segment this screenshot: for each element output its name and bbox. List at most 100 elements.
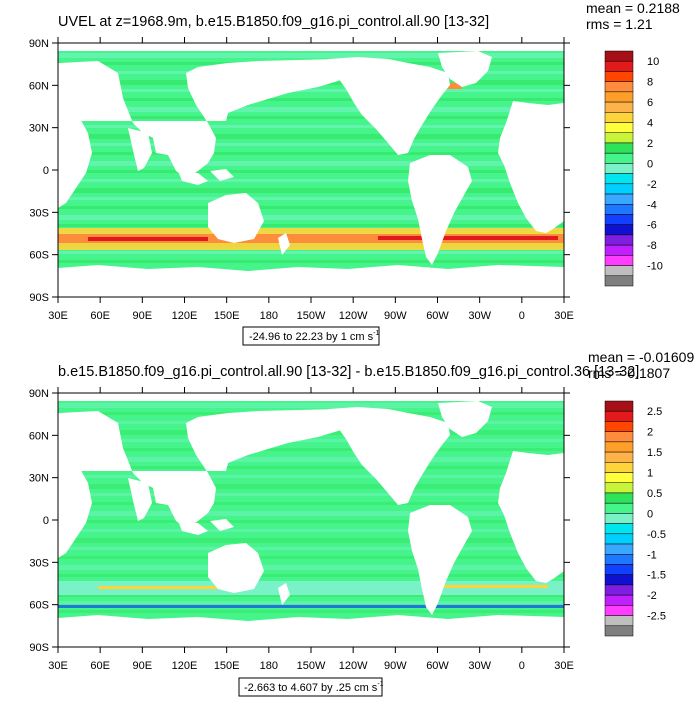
colorbar-swatch: [604, 244, 634, 256]
colorbar-swatch: [604, 204, 634, 215]
panel-2-colorbar: 2.5 2 1.5 1 0.5 0 -0.5 -1 -1.5 -2 -2.5: [604, 400, 666, 637]
panel-2-title: b.e15.B1850.f09_g16.pi_control.all.90 [1…: [58, 364, 639, 380]
colorbar-swatch: [604, 564, 634, 575]
lon-label: 150W: [297, 310, 326, 322]
colorbar-label: 2.5: [647, 406, 662, 418]
colorbar-swatch: [604, 224, 634, 236]
colorbar-swatch: [604, 122, 634, 133]
colorbar-label: 0: [647, 158, 653, 170]
colorbar-swatch: [604, 482, 634, 494]
lat-label: 90S: [29, 292, 49, 304]
colorbar-swatch: [604, 91, 634, 103]
colorbar-swatch: [604, 152, 634, 164]
colorbar-swatch: [604, 234, 634, 246]
panel-1-lon-labels: 30E 60E 90E 120E 150E 180 150W 120W 90W 60W 30W 0 30…: [48, 310, 574, 322]
svg-text:-24.96 to 22.23 by 1 cm s-1: -24.96 to 22.23 by 1 cm s-1: [249, 330, 379, 343]
lat-label: 0: [43, 165, 49, 177]
lon-label: 60E: [90, 660, 110, 672]
lon-label: 30W: [468, 310, 491, 322]
panel-2-range-box: -2.663 to 4.607 by .25 cm s-1: [238, 677, 384, 697]
lat-label: 90N: [29, 388, 49, 400]
colorbar-swatch: [604, 173, 634, 185]
lon-label: 0: [519, 310, 525, 322]
colorbar-swatch: [604, 400, 634, 412]
colorbar-swatch: [604, 574, 634, 586]
colorbar-label: 1.5: [647, 447, 662, 459]
panel-2-mean: mean = -0.01609: [588, 349, 694, 365]
colorbar-label: 0: [647, 508, 653, 520]
panel-2-ticks: [52, 387, 570, 653]
lat-label: 90S: [29, 642, 49, 654]
lat-label: 90N: [29, 38, 49, 50]
panel-1-title: UVEL at z=1968.9m, b.e15.B1850.f09_g16.p…: [58, 14, 489, 30]
svg-text:-2.663 to 4.607 by .25 cm s-1: -2.663 to 4.607 by .25 cm s-1: [244, 681, 384, 694]
lat-label: 30N: [29, 123, 49, 135]
lon-label: 150W: [297, 660, 326, 672]
panel-1-lat-labels: 90N 60N 30N 0 30S 60S 90S: [29, 38, 49, 304]
panel-2-range-sup: -1: [377, 681, 383, 688]
lon-label: 30E: [554, 310, 574, 322]
colorbar-swatch: [604, 265, 634, 277]
colorbar-swatch: [604, 410, 634, 422]
lon-label: 90W: [384, 310, 407, 322]
lon-label: 60W: [426, 310, 449, 322]
colorbar-swatch: [604, 112, 634, 123]
colorbar-swatch: [604, 451, 634, 463]
colorbar-swatch: [604, 163, 634, 174]
colorbar-swatch: [604, 255, 634, 266]
colorbar-label: -1.5: [647, 570, 666, 582]
colorbar-label: 1: [647, 468, 653, 480]
lon-label: 150E: [214, 310, 240, 322]
lat-label: 30S: [29, 207, 49, 219]
colorbar-label: 0.5: [647, 488, 662, 500]
colorbar-label: 6: [647, 97, 653, 109]
colorbar-label: -6: [647, 220, 657, 232]
panel-2-land: [58, 393, 564, 647]
lon-label: 30E: [554, 660, 574, 672]
lat-label: 60S: [29, 600, 49, 612]
colorbar-swatch: [604, 543, 634, 555]
colorbar-swatch: [604, 421, 634, 432]
panel-2-range-text: -2.663 to 4.607 by .25 cm s: [244, 682, 378, 694]
lon-label: 30E: [48, 660, 68, 672]
panel-1-land: [58, 43, 564, 297]
colorbar-swatch: [604, 605, 634, 616]
lon-label: 180: [260, 660, 278, 672]
panel-2-lat-labels: 90N 60N 30N 0 30S 60S 90S: [29, 388, 49, 654]
colorbar-swatch: [604, 183, 634, 195]
colorbar-swatch: [604, 81, 634, 93]
colorbar-swatch: [604, 132, 634, 144]
colorbar-swatch: [604, 594, 634, 606]
colorbar-label: 8: [647, 77, 653, 89]
lat-label: 30N: [29, 473, 49, 485]
lon-label: 120W: [339, 310, 368, 322]
colorbar-swatch: [604, 523, 634, 535]
colorbar-swatch: [604, 462, 634, 473]
colorbar-swatch: [604, 431, 634, 443]
panel-1-colorbar: 10 8 6 4 2 0 -2 -4 -6 -8 -10: [604, 50, 663, 287]
colorbar-label: 2: [647, 138, 653, 150]
colorbar-swatch: [604, 441, 634, 453]
colorbar-label: -4: [647, 199, 657, 211]
colorbar-swatch: [604, 554, 634, 565]
colorbar-swatch: [604, 101, 634, 113]
lon-label: 90E: [133, 660, 153, 672]
colorbar-swatch: [604, 193, 634, 205]
colorbar-label: -0.5: [647, 529, 666, 541]
lon-label: 120E: [172, 310, 198, 322]
colorbar-swatch: [604, 71, 634, 82]
lon-label: 30W: [468, 660, 491, 672]
colorbar-swatch: [604, 275, 634, 287]
colorbar-label: -1: [647, 549, 657, 561]
colorbar-swatch: [604, 142, 634, 154]
colorbar-label: -2: [647, 179, 657, 191]
panel-2-rms: rms = 0.1807: [588, 365, 670, 381]
lon-label: 180: [260, 310, 278, 322]
lon-label: 60E: [90, 310, 110, 322]
panel-2: b.e15.B1850.f09_g16.pi_control.all.90 [1…: [29, 349, 694, 697]
colorbar-label: -2: [647, 590, 657, 602]
panel-1-map: [58, 43, 564, 297]
colorbar-swatch: [604, 60, 634, 72]
lat-label: 60S: [29, 250, 49, 262]
